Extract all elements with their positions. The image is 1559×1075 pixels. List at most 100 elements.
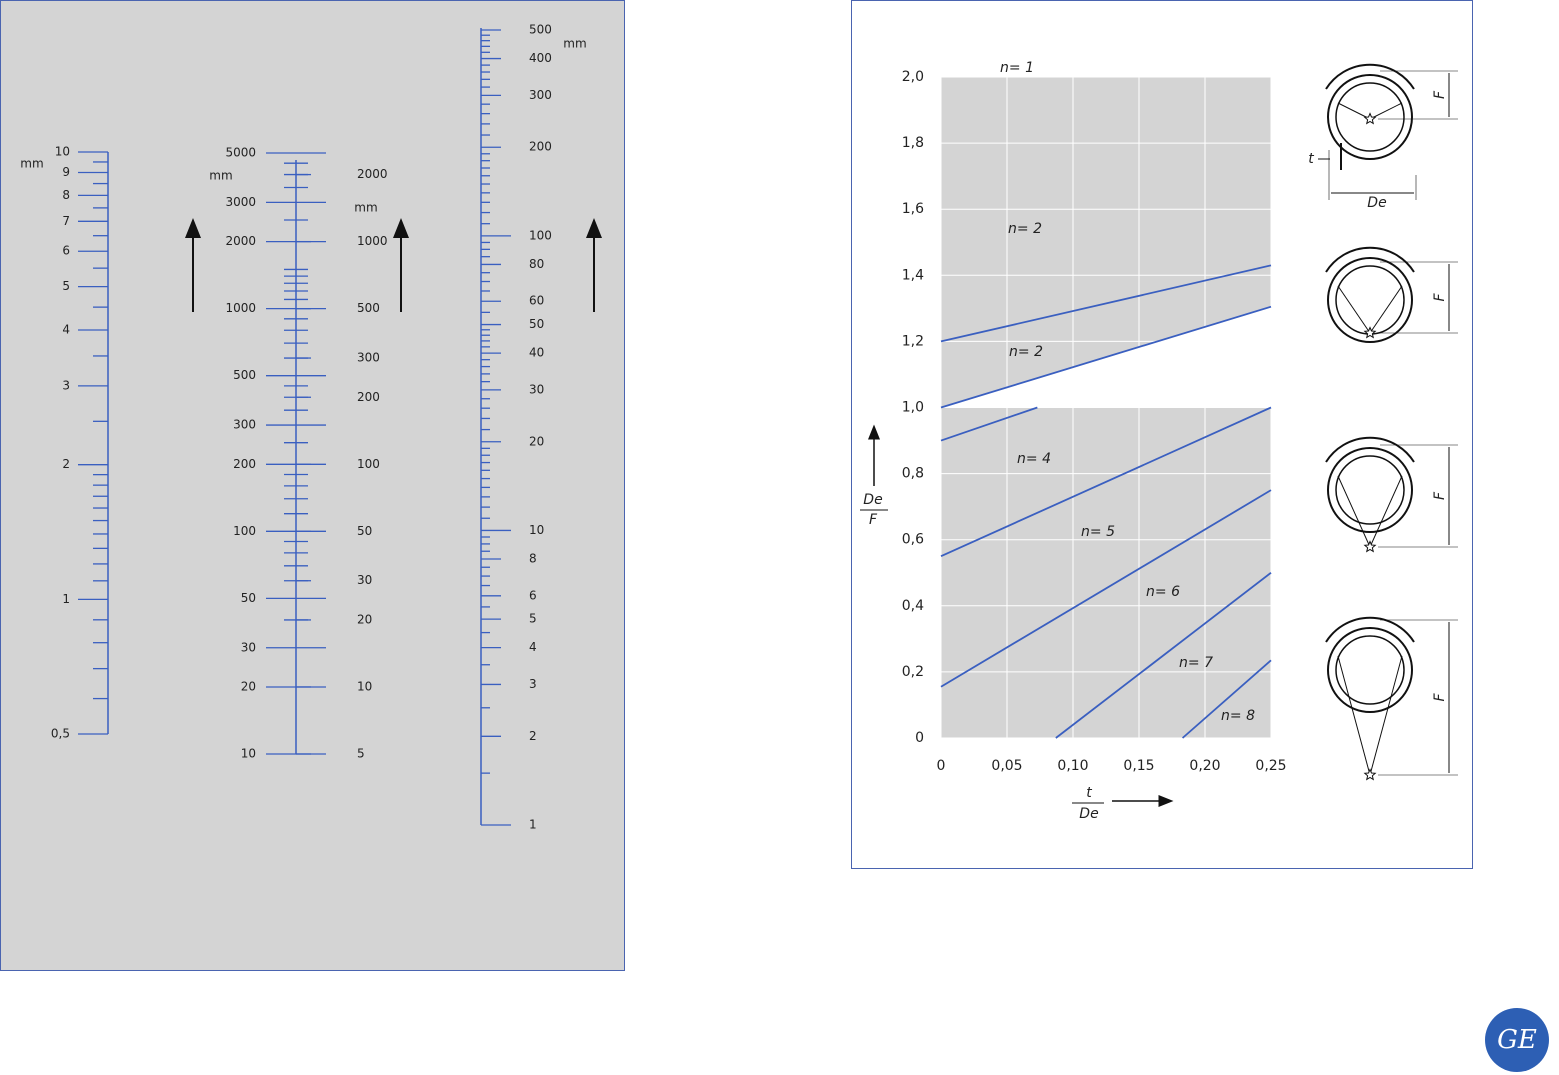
tick-label: 4 (62, 323, 70, 337)
dimension-label: F (1432, 491, 1448, 500)
tick-label: 3000 (225, 195, 256, 209)
tick-label: 30 (241, 640, 256, 654)
series-label: n= 6 (1146, 584, 1180, 600)
pipe-inner (1335, 635, 1405, 705)
tick-label: 300 (357, 351, 380, 365)
dimension-label: De (1367, 195, 1386, 211)
pipe-inner (1335, 82, 1405, 152)
series-line (940, 305, 1272, 409)
tick-label: 5 (529, 612, 537, 626)
source-symbol (1363, 540, 1377, 553)
tick-label: 100 (529, 228, 552, 242)
tick-label: 80 (529, 257, 544, 271)
y-tick-label: 0 (915, 730, 924, 746)
x-tick-label: 0,10 (1057, 758, 1088, 774)
series-label: n= 7 (1179, 655, 1213, 671)
tick-label: 500 (233, 368, 256, 382)
pipe-outer (1327, 74, 1413, 160)
tick-label: 5 (357, 747, 365, 761)
tick-label: 50 (241, 591, 256, 605)
series-label: n= 5 (1081, 524, 1115, 540)
series-label: n= 2 (1009, 344, 1043, 360)
y-axis-label: De (863, 492, 882, 508)
tick-label: 500 (357, 301, 380, 315)
tick-label: 500 (529, 23, 552, 37)
tick-label: 50 (529, 317, 544, 331)
y-tick-label: 1,2 (902, 333, 924, 349)
tick-label: 200 (233, 457, 256, 471)
pipe-inner (1335, 455, 1405, 525)
unit-label: mm (354, 201, 377, 215)
dimension-label: t (1308, 151, 1314, 167)
series-line (1181, 659, 1272, 739)
y-tick-label: 0,6 (902, 532, 924, 548)
tick-label: 50 (357, 524, 372, 538)
logo-text: GE (1497, 1025, 1537, 1055)
tick-label: 20 (357, 612, 372, 626)
x-tick-label: 0,25 (1255, 758, 1286, 774)
y-tick-label: 1,4 (902, 267, 924, 283)
tick-label: 10 (529, 523, 544, 537)
tick-label: 3 (529, 677, 537, 691)
series-line (940, 264, 1272, 343)
tick-label: 200 (529, 140, 552, 154)
source-symbol (1363, 112, 1377, 125)
pipe-outer (1327, 257, 1413, 343)
tick-label: 20 (529, 434, 544, 448)
y-tick-label: 0,8 (902, 466, 924, 482)
y-axis-label: F (869, 512, 878, 528)
tick-label: 8 (62, 188, 70, 202)
tick-label: 9 (62, 165, 70, 179)
series-line (940, 406, 1272, 558)
y-tick-label: 0,4 (902, 598, 924, 614)
x-axis-label: t (1086, 785, 1092, 801)
y-tick-label: 1,8 (902, 135, 924, 151)
tick-label: 8 (529, 551, 537, 565)
dimension-label: F (1432, 293, 1448, 302)
tick-label: 100 (233, 524, 256, 538)
tick-label: 1000 (357, 234, 388, 248)
y-tick-label: 1,6 (902, 201, 924, 217)
film-arc (1325, 436, 1415, 463)
dimension-label: F (1432, 693, 1448, 702)
unit-label: mm (563, 37, 586, 51)
unit-label: mm (20, 157, 43, 171)
series-line (940, 489, 1272, 688)
x-tick-label: 0,15 (1123, 758, 1154, 774)
film-arc (1325, 63, 1415, 90)
tick-label: 10 (241, 747, 256, 761)
tick-label: 400 (529, 51, 552, 65)
source-symbol (1363, 326, 1377, 339)
ray (1337, 655, 1371, 776)
tick-label: 4 (529, 640, 537, 654)
tick-label: 300 (233, 418, 256, 432)
tick-label: 300 (529, 88, 552, 102)
tick-label: 1000 (225, 301, 256, 315)
x-tick-label: 0,05 (991, 758, 1022, 774)
series-label: n= 2 (1008, 221, 1042, 237)
ray (1337, 102, 1371, 120)
tick-label: 10 (55, 145, 70, 159)
series-line (1055, 572, 1272, 739)
x-axis-label: De (1079, 806, 1098, 822)
unit-label: mm (209, 169, 232, 183)
pipe-outer (1327, 447, 1413, 533)
y-tick-label: 2,0 (902, 69, 924, 85)
tick-label: 2000 (225, 234, 256, 248)
film-arc (1325, 616, 1415, 643)
tick-label: 3 (62, 378, 70, 392)
ray (1369, 475, 1403, 548)
tick-label: 1 (62, 592, 70, 606)
tick-label: 60 (529, 294, 544, 308)
tick-label: 2 (62, 457, 70, 471)
tick-label: 10 (357, 679, 372, 693)
tick-label: 6 (529, 588, 537, 602)
ray (1369, 655, 1403, 776)
annotation: n= 1 (1000, 60, 1034, 76)
series-line (940, 406, 1038, 442)
y-tick-label: 0,2 (902, 664, 924, 680)
tick-label: 1 (529, 818, 537, 832)
tick-label: 30 (529, 382, 544, 396)
